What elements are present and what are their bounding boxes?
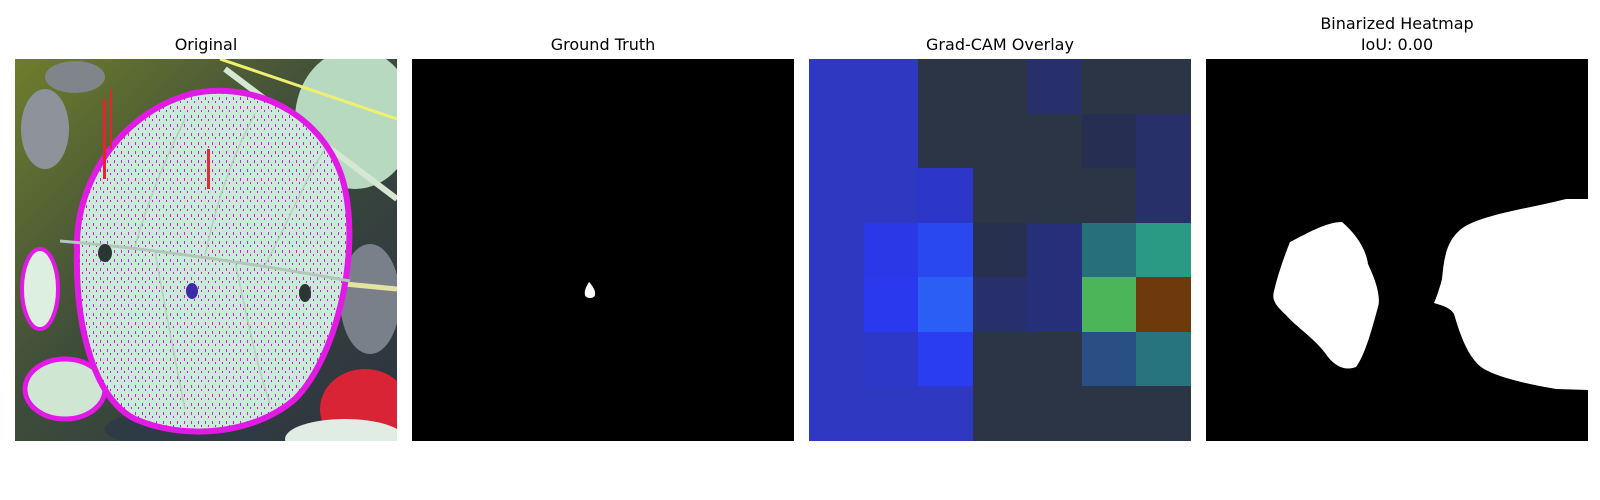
panel-title-original: Original (174, 35, 238, 54)
gradcam-cell (809, 386, 864, 441)
gradcam-cell (1027, 59, 1082, 114)
gradcam-cell (864, 114, 918, 168)
gradcam-cell (1136, 114, 1191, 168)
gradcam-cell (1136, 223, 1191, 277)
gradcam-overlay (809, 59, 1191, 441)
gradcam-cell (918, 223, 973, 277)
ground-truth-region (584, 282, 596, 298)
gradcam-cell (1082, 386, 1136, 441)
gradcam-cell (918, 59, 973, 114)
gradcam-cell (1082, 277, 1136, 332)
gradcam-cell (918, 386, 973, 441)
ground-truth-canvas (412, 59, 794, 441)
original-image-canvas (15, 59, 397, 441)
gradcam-cell (918, 332, 973, 386)
binarized-region-left (1273, 222, 1379, 369)
gradcam-cell (918, 168, 973, 223)
gradcam-cell (973, 332, 1027, 386)
gradcam-cell (864, 277, 918, 332)
gradcam-cell (918, 114, 973, 168)
gradcam-cell (809, 332, 864, 386)
panel-title-gradcam-overlay: Grad-CAM Overlay (926, 35, 1074, 54)
gradcam-cell (1136, 168, 1191, 223)
gradcam-cell (809, 59, 864, 114)
gradcam-cell (1136, 59, 1191, 114)
gradcam-cell (973, 168, 1027, 223)
gradcam-cell (1027, 168, 1082, 223)
gradcam-cell (809, 223, 864, 277)
gradcam-cell (973, 386, 1027, 441)
binarized-canvas (1206, 59, 1588, 441)
gradcam-cell (918, 277, 973, 332)
gradcam-cell (1027, 114, 1082, 168)
gradcam-cell (864, 168, 918, 223)
gradcam-cell (1136, 386, 1191, 441)
gradcam-cell (1027, 223, 1082, 277)
gradcam-cell (864, 386, 918, 441)
binarized-heatmap (1206, 59, 1588, 441)
panel-title-ground-truth: Ground Truth (550, 35, 656, 54)
gradcam-cell (1082, 114, 1136, 168)
gradcam-cell (1082, 168, 1136, 223)
gradcam-cell (809, 277, 864, 332)
gradcam-cell (973, 114, 1027, 168)
gradcam-cell (1082, 332, 1136, 386)
gradcam-cell (973, 59, 1027, 114)
gradcam-cell (1136, 332, 1191, 386)
gradcam-cell (1082, 223, 1136, 277)
gradcam-cell (864, 223, 918, 277)
panel-title-iou: IoU: 0.00 (1360, 35, 1434, 54)
gradcam-cell (1136, 277, 1191, 332)
gradcam-cell (1082, 59, 1136, 114)
gradcam-cell (1027, 277, 1082, 332)
original-image (15, 59, 397, 441)
ground-truth-mask (412, 59, 794, 441)
gradcam-cell (973, 223, 1027, 277)
gradcam-cell (809, 168, 864, 223)
gradcam-cell (973, 277, 1027, 332)
gradcam-cell (1027, 386, 1082, 441)
gradcam-cell (809, 114, 864, 168)
panel-title-binarized-heatmap: Binarized Heatmap (1320, 14, 1474, 33)
gradcam-cell (864, 332, 918, 386)
gradcam-canvas (809, 59, 1191, 441)
gradcam-cell (1027, 332, 1082, 386)
binarized-region-right (1434, 199, 1588, 390)
gradcam-cell (864, 59, 918, 114)
